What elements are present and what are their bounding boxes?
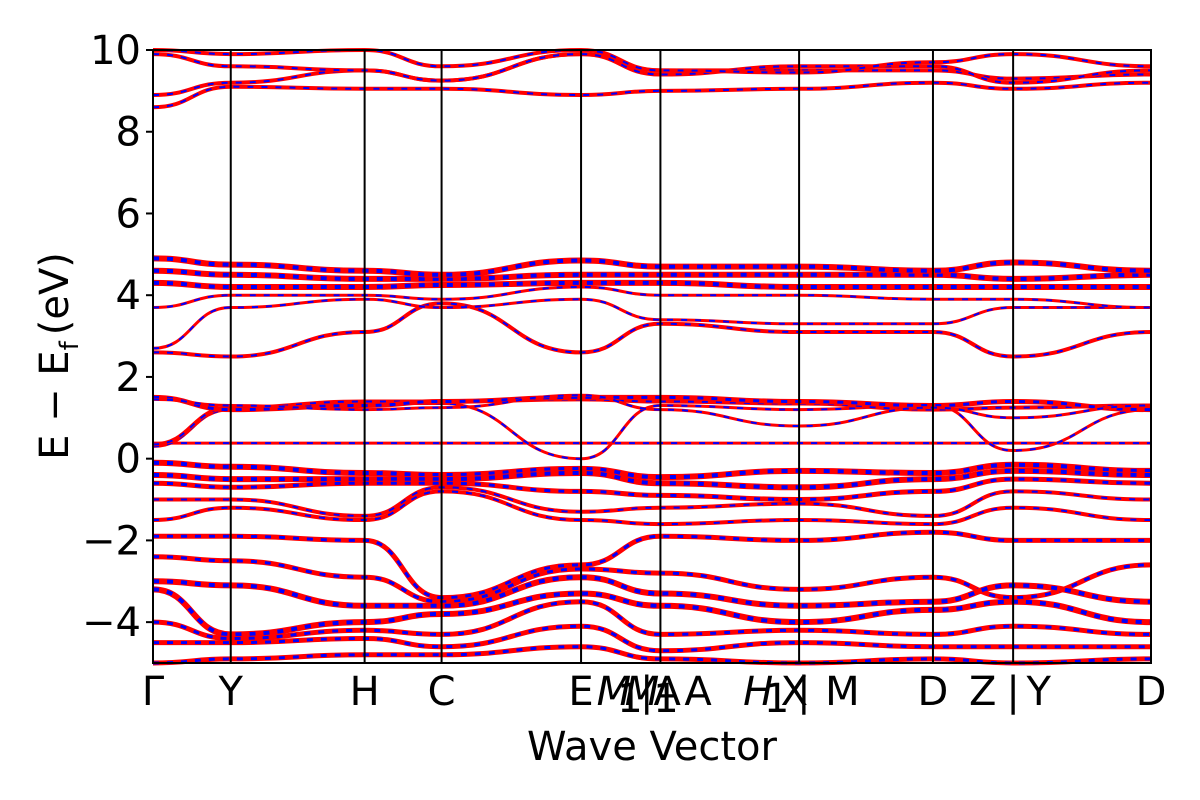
band-hb1-spin-b: [152, 81, 1152, 109]
band-cb6-spin-b: [152, 298, 1151, 350]
x-tick-label: Y: [218, 669, 244, 715]
x-tick-label: C: [428, 669, 456, 715]
y-tick-label: −4: [82, 600, 141, 646]
x-tick-label: H: [350, 669, 380, 715]
x-tick-label: |: [1006, 669, 1019, 715]
y-tick-label: 4: [116, 273, 141, 319]
y-axis-label: E − Ef (eV): [32, 252, 85, 460]
y-tick-label: 2: [116, 355, 141, 401]
band-lines: [152, 47, 1152, 666]
band-vb11-spin-b: [152, 624, 1151, 653]
x-tick-label: M: [597, 669, 632, 715]
x-tick-label: D: [1136, 669, 1167, 715]
y-tick-label: 10: [90, 28, 141, 74]
y-axis-label-unit: (eV): [32, 252, 78, 335]
x-tick-label: D: [918, 669, 949, 715]
x-tick-label: Y: [1026, 669, 1052, 715]
plot-frame: [153, 50, 1151, 663]
plot-border: [152, 49, 1152, 664]
band-cb1-spin-b: [152, 402, 1152, 460]
svg-text:E − Ef(eV): E − Ef (eV): [32, 252, 85, 460]
band-cb2-spin-a: [152, 397, 1152, 447]
x-tick-label: A: [684, 669, 712, 715]
x-tick-label: Γ: [142, 669, 165, 715]
x-tick-label: E: [568, 669, 593, 715]
band-vb9-spin-b: [152, 587, 1152, 637]
x-tick-label: |: [797, 669, 810, 715]
plot-area: [152, 47, 1152, 666]
band-cb7-spin-b: [152, 285, 1152, 309]
band-hb3-spin-b: [152, 53, 1152, 84]
band-cb9-spin-b: [152, 268, 1152, 281]
band-cb8-spin-a: [152, 279, 1151, 291]
band-vb12-spin-a: [152, 644, 1152, 666]
y-tick-label: 0: [116, 437, 141, 483]
band-cb4-spin-b: [152, 394, 1152, 428]
y-axis-label-sub: f: [55, 340, 85, 350]
x-tick-label: X: [781, 669, 808, 715]
x-tick-label: Z: [969, 669, 996, 715]
y-tick-label: 8: [116, 110, 141, 156]
band-vb6-spin-b: [153, 530, 1151, 600]
y-tick-label: −2: [82, 518, 141, 564]
y-axis-label-main: E − E: [32, 350, 78, 460]
band-cb3-spin-b: [152, 395, 1152, 412]
band-cb5-spin-b: [152, 302, 1152, 358]
band-vb2-spin-a: [152, 467, 1152, 491]
band-vb8-spin-a: [152, 574, 1152, 609]
x-axis-label: Wave Vector: [527, 724, 778, 770]
x-tick-label: 1: [653, 676, 678, 722]
x-tick-label: 1: [617, 676, 642, 722]
x-tick-label: H: [743, 669, 773, 715]
x-tick-label: M: [825, 669, 860, 715]
band-cb10-spin-b: [152, 256, 1152, 277]
band-hb4-spin-b: [152, 48, 1152, 74]
x-tick-label: 1: [764, 676, 789, 722]
band-vb5-spin-b: [152, 490, 1152, 526]
x-axis-ticks: Γ Y H C E M1M|A1 A H1X| M D Z | Y D: [142, 669, 1167, 722]
y-tick-label: 6: [116, 191, 141, 237]
band-vb3-spin-a: [152, 476, 1152, 503]
x-tick-label: M: [625, 669, 660, 715]
x-tick-label: |A: [640, 669, 681, 715]
band-vb4-spin-b: [153, 486, 1152, 517]
band-vb10-spin-b: [152, 600, 1152, 641]
y-axis-ticks: −4 −2 0 2 4 6 8 10: [82, 28, 153, 646]
band-vb1-spin-b: [152, 460, 1152, 480]
